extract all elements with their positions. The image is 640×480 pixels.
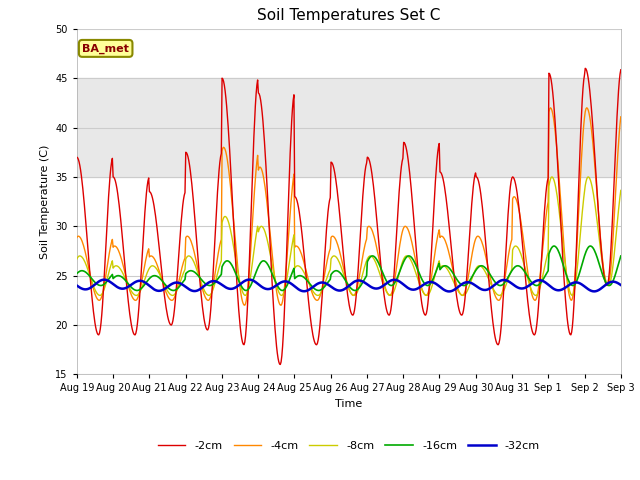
Line: -16cm: -16cm [77,246,621,290]
-2cm [194,253,202,259]
-2cm [83,229,90,235]
-32cm [617,282,625,288]
-16cm [550,243,558,249]
-16cm [617,253,625,259]
-4cm [73,235,81,240]
-2cm [416,283,424,288]
-32cm [223,285,230,291]
-8cm [431,271,439,276]
-2cm [223,103,230,108]
-16cm [83,270,90,276]
-4cm [83,255,90,261]
-4cm [583,105,591,111]
Text: BA_met: BA_met [82,43,129,54]
-16cm [73,271,81,276]
-2cm [617,67,625,72]
-32cm [73,283,81,288]
-2cm [581,65,589,71]
-16cm [134,288,141,293]
-8cm [73,256,81,262]
-4cm [617,114,625,120]
-16cm [431,270,439,276]
-32cm [139,278,147,284]
-16cm [140,283,147,289]
Line: -32cm: -32cm [77,280,621,291]
-4cm [277,302,285,308]
-32cm [83,287,90,292]
-8cm [140,280,147,286]
-8cm [584,174,592,180]
-8cm [83,264,90,269]
-16cm [195,273,202,279]
-8cm [195,272,202,278]
-8cm [617,188,625,193]
Title: Soil Temperatures Set C: Soil Temperatures Set C [257,9,440,24]
Legend: -2cm, -4cm, -8cm, -16cm, -32cm: -2cm, -4cm, -8cm, -16cm, -32cm [153,436,545,455]
-32cm [431,281,439,287]
-4cm [139,274,147,280]
-32cm [416,285,424,290]
-16cm [416,271,424,277]
-8cm [223,216,231,222]
-4cm [416,277,424,283]
Line: -2cm: -2cm [77,68,621,364]
Y-axis label: Soil Temperature (C): Soil Temperature (C) [40,144,50,259]
-4cm [223,153,230,158]
Line: -8cm: -8cm [77,177,621,295]
-2cm [276,361,284,367]
-4cm [194,266,202,272]
X-axis label: Time: Time [335,399,362,409]
-16cm [223,258,231,264]
-2cm [139,245,147,251]
-2cm [431,178,439,184]
-32cm [246,277,253,283]
Bar [77,78,621,177]
-4cm [431,247,439,252]
-8cm [132,292,140,298]
-8cm [416,281,424,287]
-2cm [73,154,81,160]
-32cm [445,288,453,294]
-32cm [194,288,202,293]
Line: -4cm: -4cm [77,108,621,305]
